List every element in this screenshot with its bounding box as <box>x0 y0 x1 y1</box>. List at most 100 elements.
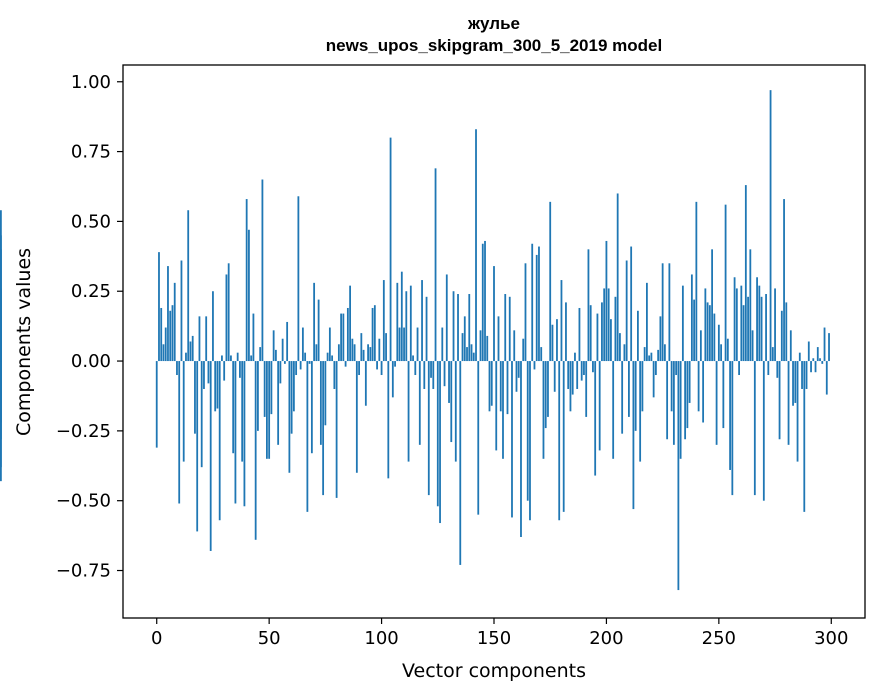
bar <box>828 333 830 362</box>
bar <box>758 285 761 362</box>
bar <box>457 294 459 362</box>
bar <box>243 361 246 507</box>
bar <box>259 347 262 362</box>
bar <box>227 263 230 362</box>
bar <box>252 313 255 362</box>
bar <box>196 361 199 532</box>
bar <box>317 299 320 362</box>
x-tick-label: 250 <box>702 628 736 649</box>
bar <box>223 361 226 381</box>
bar <box>742 305 745 362</box>
bar <box>389 137 392 362</box>
bar <box>643 347 646 362</box>
bar <box>517 361 520 378</box>
bar <box>198 316 201 362</box>
bar <box>452 291 455 362</box>
bar <box>621 361 624 434</box>
bar <box>657 349 660 362</box>
bar <box>360 333 363 362</box>
bar <box>765 294 767 362</box>
bar <box>587 249 590 362</box>
bar <box>567 361 570 389</box>
bar <box>605 240 608 362</box>
bar <box>578 307 581 362</box>
bar <box>346 307 349 362</box>
bar <box>583 361 585 376</box>
y-tick-label: 0.50 <box>71 211 111 232</box>
bar <box>434 168 437 362</box>
bar <box>263 361 266 417</box>
bar <box>708 305 711 362</box>
bar <box>733 277 736 362</box>
bar <box>279 361 282 384</box>
bar <box>358 361 360 376</box>
bar <box>531 243 534 362</box>
bar <box>513 330 516 362</box>
bar <box>704 288 707 362</box>
bar <box>281 338 284 362</box>
bar <box>173 282 176 362</box>
bar <box>297 196 300 362</box>
bar <box>771 347 774 362</box>
bar <box>481 243 484 362</box>
bar <box>661 263 664 362</box>
bar <box>414 361 417 376</box>
bar <box>448 361 450 403</box>
bar <box>304 352 307 362</box>
bar <box>511 361 513 518</box>
bar <box>792 361 794 406</box>
bar <box>394 361 396 367</box>
bar <box>155 361 158 448</box>
bar <box>412 355 414 362</box>
bar <box>234 361 237 504</box>
bar <box>542 361 545 459</box>
bar <box>301 327 304 362</box>
bar <box>735 288 738 362</box>
bar <box>214 361 217 412</box>
bar <box>596 313 599 362</box>
bar <box>601 302 603 362</box>
bar <box>812 358 815 362</box>
bar <box>248 229 250 362</box>
bar <box>239 361 241 378</box>
bar <box>313 282 316 362</box>
bar <box>425 296 428 362</box>
bar <box>569 361 572 412</box>
bar <box>250 355 253 362</box>
bar <box>493 266 495 362</box>
bar <box>823 327 826 362</box>
bar <box>479 330 482 362</box>
bar <box>560 280 563 362</box>
bar <box>322 361 325 496</box>
bar <box>295 361 298 376</box>
bar <box>576 361 579 389</box>
bar <box>677 361 680 591</box>
bar <box>803 361 806 512</box>
y-tick-label: −0.75 <box>56 561 111 582</box>
bar <box>230 355 232 362</box>
bar <box>711 249 713 362</box>
bar <box>580 361 583 381</box>
bar <box>776 361 779 378</box>
bar <box>472 352 475 362</box>
bar <box>468 294 471 362</box>
bar <box>439 361 441 524</box>
bar <box>672 361 675 445</box>
x-axis-label: Vector components <box>402 660 586 682</box>
bar <box>729 361 731 470</box>
bar <box>702 361 705 423</box>
bar <box>169 310 172 362</box>
bar <box>740 285 743 362</box>
y-tick-label: −0.25 <box>56 421 111 442</box>
bar <box>369 347 372 362</box>
bar <box>504 294 507 362</box>
bar <box>376 361 378 370</box>
bar <box>160 307 163 362</box>
bar <box>162 344 165 362</box>
bar <box>753 361 756 496</box>
bar <box>810 361 812 373</box>
bar <box>533 361 536 370</box>
bar <box>430 361 432 378</box>
bar <box>416 327 419 362</box>
bar <box>574 352 576 362</box>
